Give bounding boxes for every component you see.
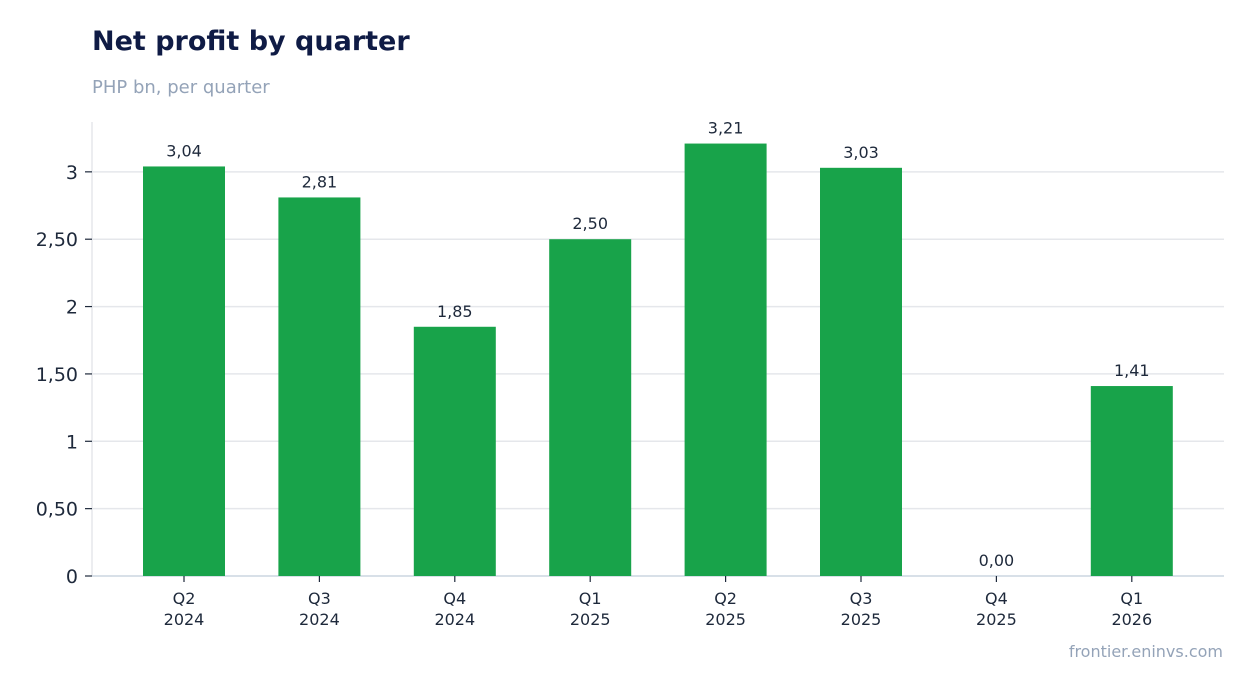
x-tick-label-quarter: Q3 bbox=[850, 589, 873, 608]
grid-lines bbox=[92, 171, 1224, 510]
y-tick-label: 1 bbox=[66, 431, 78, 453]
chart-subtitle: PHP bn, per quarter bbox=[92, 77, 270, 98]
data-label: 2,81 bbox=[302, 172, 338, 191]
x-tick-label-year: 2025 bbox=[976, 610, 1017, 629]
bar bbox=[278, 197, 361, 576]
bar bbox=[413, 326, 496, 576]
bar bbox=[143, 166, 225, 576]
y-tick-label: 0,50 bbox=[36, 499, 78, 521]
data-label: 3,04 bbox=[166, 141, 202, 160]
bars bbox=[143, 143, 1173, 577]
bar bbox=[820, 167, 902, 577]
data-label: 1,85 bbox=[437, 302, 473, 321]
x-axis-ticks: Q2 2024 Q3 2024 Q4 2024 Q1 2025 Q2 2025 Q3 2025 Q4 20… bbox=[164, 576, 1152, 629]
y-tick-label: 0 bbox=[66, 566, 78, 588]
data-label: 3,21 bbox=[708, 119, 744, 138]
x-tick-label-year: 2024 bbox=[164, 610, 205, 629]
data-label: 3,03 bbox=[843, 143, 879, 162]
x-tick-label-year: 2024 bbox=[299, 610, 340, 629]
x-tick-label-year: 2025 bbox=[841, 610, 882, 629]
x-tick-label-year: 2025 bbox=[705, 610, 746, 629]
bar bbox=[1090, 386, 1173, 576]
data-label: 0,00 bbox=[979, 551, 1015, 570]
bar bbox=[549, 239, 632, 576]
x-tick-label-quarter: Q4 bbox=[985, 589, 1008, 608]
y-tick-label: 3 bbox=[66, 162, 78, 184]
x-tick-label-quarter: Q1 bbox=[1120, 589, 1143, 608]
bar bbox=[684, 143, 767, 576]
data-labels: 3,04 2,81 1,85 2,50 3,21 3,03 0,00 1,41 bbox=[166, 119, 1149, 570]
data-label: 1,41 bbox=[1114, 361, 1150, 380]
y-axis-ticks: 0 0,50 1 1,50 2 2,50 3 bbox=[36, 162, 92, 588]
x-tick-label-quarter: Q2 bbox=[173, 589, 196, 608]
x-tick-label-quarter: Q4 bbox=[443, 589, 466, 608]
x-tick-label-quarter: Q2 bbox=[714, 589, 737, 608]
y-tick-label: 2 bbox=[66, 297, 78, 319]
chart-title: Net profit by quarter bbox=[92, 26, 410, 57]
y-tick-label: 2,50 bbox=[36, 229, 78, 251]
source-label: frontier.eninvs.com bbox=[1068, 642, 1223, 661]
x-tick-label-quarter: Q3 bbox=[308, 589, 331, 608]
x-tick-label-year: 2025 bbox=[570, 610, 611, 629]
x-tick-label-year: 2026 bbox=[1111, 610, 1152, 629]
data-label: 2,50 bbox=[572, 214, 608, 233]
x-tick-label-year: 2024 bbox=[434, 610, 475, 629]
x-tick-label-quarter: Q1 bbox=[579, 589, 602, 608]
y-tick-label: 1,50 bbox=[36, 364, 78, 386]
